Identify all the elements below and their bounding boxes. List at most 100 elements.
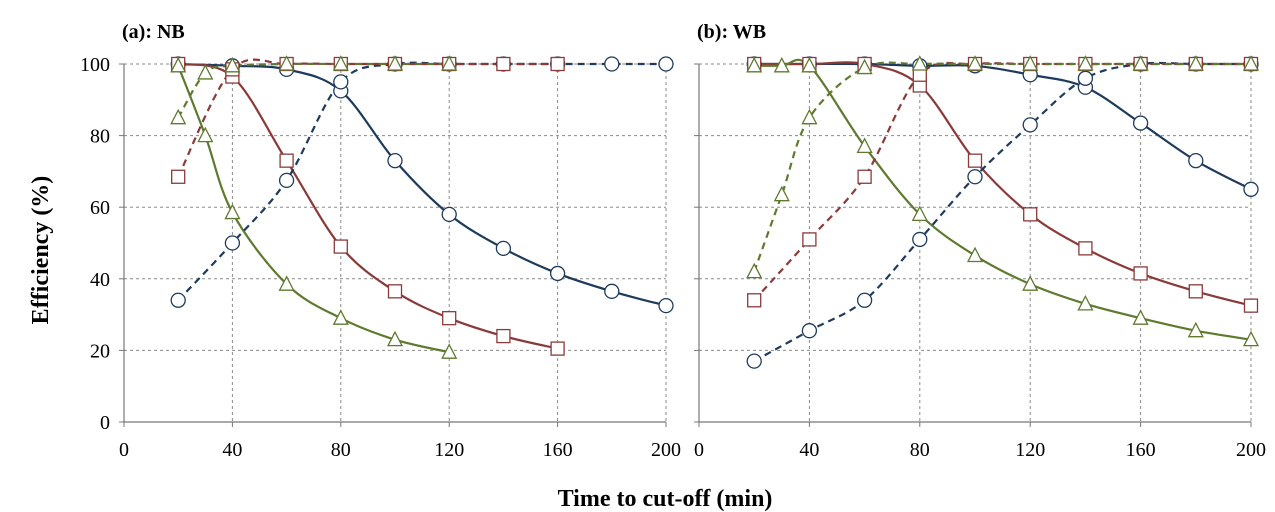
data-point-triangle — [1077, 55, 1094, 71]
data-point-square — [967, 153, 983, 168]
data-point-triangle — [441, 55, 458, 71]
data-point-square — [496, 328, 511, 344]
ticks-nb: 0 40 80 120 160 200 0 20 40 60 80 100 — [80, 54, 681, 461]
data-point-circle — [967, 169, 983, 185]
data-point-square — [550, 56, 565, 72]
y-tick-label: 100 — [80, 54, 110, 76]
data-point-square — [747, 293, 762, 308]
data-point-triangle — [1132, 55, 1149, 71]
data-point-triangle — [856, 58, 873, 75]
data-point-circle — [658, 297, 674, 314]
data-point-circle — [549, 265, 566, 282]
data-point-circle — [224, 235, 241, 251]
data-point-square — [279, 153, 294, 168]
data-point-triangle — [332, 55, 349, 71]
data-point-circle — [1022, 117, 1038, 133]
series-line-square-solid — [754, 61, 1252, 307]
data-point-triangle — [801, 108, 818, 125]
data-point-triangle — [1242, 55, 1260, 71]
x-tick-label: 40 — [222, 439, 242, 461]
axes-nb — [119, 63, 667, 427]
x-tick-label: 200 — [1236, 439, 1266, 461]
data-point-square — [387, 284, 403, 299]
data-point-triangle — [911, 55, 928, 71]
panel-wb: 0 40 80 120 160 200 (b): WB — [694, 21, 1266, 461]
data-point-square — [442, 311, 457, 326]
data-point-triangle — [278, 55, 295, 71]
y-tick-label: 20 — [90, 340, 110, 362]
x-axis-label: Time to cut-off (min) — [558, 486, 773, 512]
data-point-square — [1078, 241, 1093, 256]
data-point-triangle — [1022, 275, 1039, 291]
data-point-triangle — [1077, 294, 1094, 311]
x-tick-label: 0 — [694, 439, 704, 461]
x-tick-label: 0 — [119, 439, 129, 461]
series-line-triangle-solid — [754, 58, 1252, 341]
y-tick-label: 40 — [90, 269, 110, 291]
data-point-triangle — [773, 56, 790, 73]
series-line-square-solid — [177, 62, 558, 350]
data-point-circle — [746, 353, 762, 369]
data-point-circle — [1132, 115, 1149, 131]
series-line-square-dashed — [753, 61, 1251, 302]
data-point-square — [1133, 266, 1148, 281]
data-point-triangle — [224, 203, 241, 220]
data-point-square — [802, 232, 817, 247]
axes-wb — [694, 63, 1252, 427]
x-tick-label: 80 — [910, 439, 930, 461]
data-point-triangle — [170, 56, 187, 73]
data-point-triangle — [746, 262, 763, 279]
data-point-triangle — [170, 108, 187, 125]
x-tick-label: 160 — [1126, 439, 1156, 461]
data-point-circle — [170, 292, 186, 308]
data-point-circle — [856, 292, 873, 308]
x-tick-label: 120 — [1015, 439, 1045, 461]
series-layer-wb — [746, 55, 1260, 369]
data-point-circle — [604, 283, 620, 299]
data-point-triangle — [801, 56, 818, 73]
y-tick-label: 60 — [90, 197, 110, 219]
data-point-triangle — [773, 185, 790, 202]
data-point-circle — [604, 56, 620, 72]
series-line-circle-dashed — [177, 61, 666, 302]
series-line-triangle-solid — [177, 65, 450, 354]
data-point-circle — [441, 206, 457, 223]
data-point-circle — [278, 172, 295, 189]
data-point-triangle — [966, 246, 984, 263]
data-point-square — [333, 239, 348, 254]
x-tick-label: 40 — [799, 439, 819, 461]
data-point-square — [550, 341, 565, 356]
data-point-square — [857, 169, 872, 184]
series-line-circle-dashed — [753, 61, 1251, 363]
data-point-triangle — [1242, 330, 1260, 347]
data-point-circle — [1188, 153, 1204, 169]
data-point-circle — [1243, 181, 1259, 197]
panel-label-nb: (a): NB — [122, 21, 185, 43]
series-line-circle-solid — [178, 62, 667, 307]
data-point-circle — [658, 56, 674, 72]
data-point-circle — [333, 74, 349, 90]
data-point-triangle — [1187, 321, 1204, 338]
ticks-wb: 0 40 80 120 160 200 — [694, 439, 1266, 461]
grid-wb — [699, 63, 1252, 422]
data-point-circle — [495, 240, 512, 257]
data-point-square — [496, 56, 511, 72]
x-tick-label: 80 — [331, 439, 351, 461]
data-point-triangle — [278, 275, 295, 291]
data-point-triangle — [911, 205, 928, 222]
y-tick-label: 80 — [90, 126, 110, 148]
data-point-circle — [801, 323, 818, 339]
x-tick-label: 160 — [543, 439, 573, 461]
y-tick-label: 0 — [100, 412, 110, 434]
data-point-triangle — [197, 64, 214, 80]
y-axis-label: Efficiency (%) — [28, 176, 54, 325]
data-point-circle — [912, 231, 928, 248]
data-point-triangle — [332, 309, 349, 325]
series-layer-nb — [170, 55, 674, 359]
data-point-circle — [1077, 70, 1094, 86]
series-line-triangle-dashed — [753, 61, 1251, 273]
panel-label-wb: (b): WB — [697, 21, 766, 43]
data-point-triangle — [386, 55, 404, 71]
data-point-triangle — [441, 343, 458, 359]
